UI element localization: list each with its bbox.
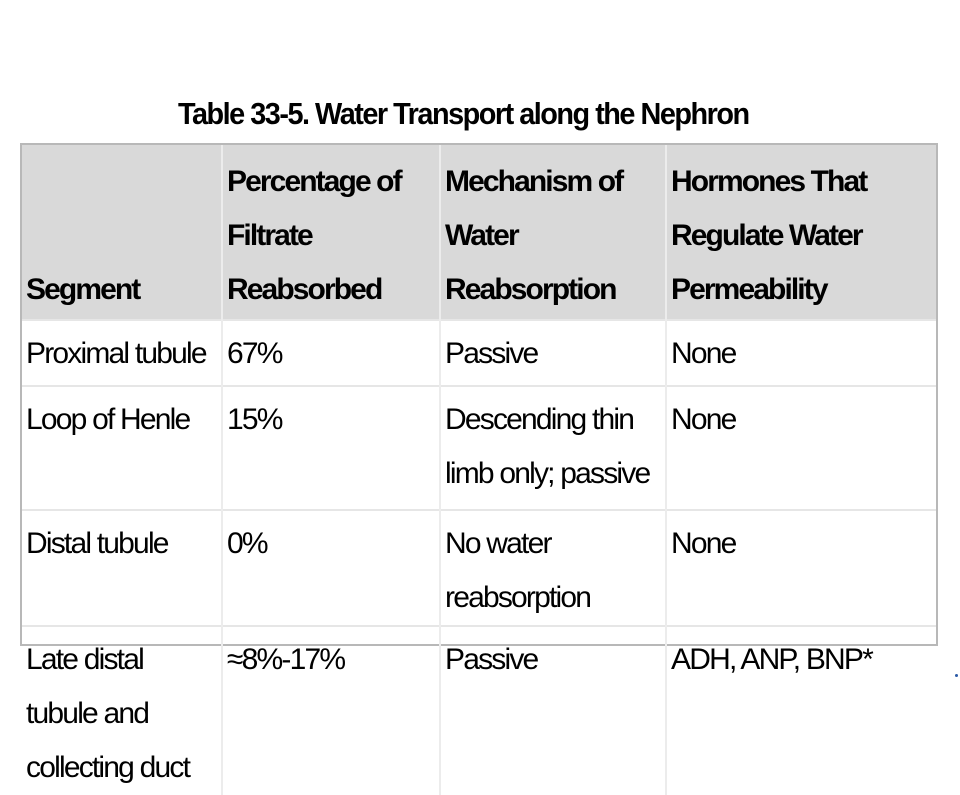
table-title: Table 33-5. Water Transport along the Ne…	[178, 96, 750, 131]
decorative-dot	[955, 674, 958, 677]
cell-segment: Loop of Henle	[22, 385, 222, 510]
table-row: Loop of Henle 15% Descending thin limb o…	[22, 385, 936, 510]
nephron-water-transport-table: Segment Percentage of Filtrate Reabsorbe…	[20, 143, 938, 795]
cell-percentage: ≈8%-17%	[221, 625, 440, 795]
table-row: Late distal tubule and collecting duct ≈…	[22, 625, 936, 795]
cell-percentage: 0%	[221, 509, 440, 626]
cell-percentage: 15%	[221, 385, 440, 510]
cell-mechanism: No water reabsorption	[439, 509, 666, 626]
cell-mechanism: Passive	[439, 625, 666, 795]
cell-mechanism: Passive	[439, 319, 666, 386]
cell-hormones: None	[665, 319, 936, 386]
cell-segment: Proximal tubule	[22, 319, 222, 386]
cell-hormones: ADH, ANP, BNP*	[665, 625, 936, 795]
header-segment: Segment	[22, 145, 222, 320]
cell-hormones: None	[665, 385, 936, 510]
header-hormones: Hormones That Regulate Water Permeabilit…	[665, 145, 936, 320]
table-row: Proximal tubule 67% Passive None	[22, 319, 936, 386]
header-mechanism: Mechanism of Water Reabsorption	[439, 145, 666, 320]
cell-percentage: 67%	[221, 319, 440, 386]
header-percentage: Percentage of Filtrate Reabsorbed	[221, 145, 440, 320]
header-row: Segment Percentage of Filtrate Reabsorbe…	[22, 145, 936, 320]
cell-segment: Distal tubule	[22, 509, 222, 626]
cell-hormones: None	[665, 509, 936, 626]
table-row: Distal tubule 0% No water reabsorption N…	[22, 509, 936, 626]
cell-mechanism: Descending thin limb only; passive	[439, 385, 666, 510]
cell-segment: Late distal tubule and collecting duct	[22, 625, 222, 795]
